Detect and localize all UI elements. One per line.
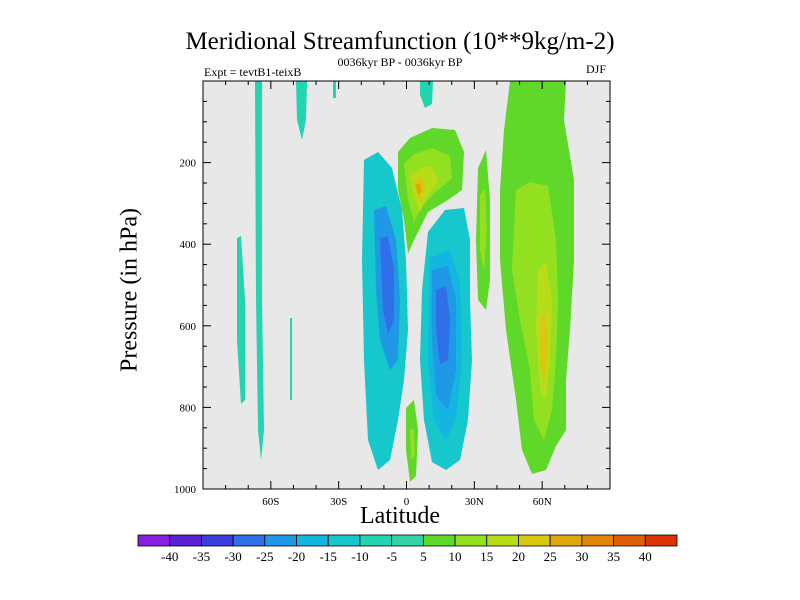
colorbar-label: -5 xyxy=(386,549,397,564)
colorbar-label: 15 xyxy=(480,549,493,564)
contour-fill-streak-3 xyxy=(290,318,292,400)
colorbar-swatch xyxy=(422,534,456,547)
colorbar-label: 25 xyxy=(544,549,557,564)
x-tick-label: 60S xyxy=(262,496,279,508)
x-axis-label: Latitude xyxy=(360,503,440,529)
colorbar-label: 30 xyxy=(575,549,588,564)
colorbar-swatch xyxy=(137,534,171,547)
colorbar-swatch xyxy=(296,534,329,547)
y-axis: 200 400 600 800 1000 xyxy=(174,100,610,496)
colorbar-swatch xyxy=(201,534,234,547)
chart-subtitle: 0036kyr BP - 0036kyr BP xyxy=(337,55,463,69)
contour-fill-pos-column-25n-inner xyxy=(480,188,487,270)
colorbar-label: 5 xyxy=(420,549,427,564)
colorbar-label: -30 xyxy=(224,549,241,564)
chart-title: Meridional Streamfunction (10**9kg/m-2) xyxy=(185,28,615,55)
colorbar-label: -35 xyxy=(193,549,210,564)
contour-fill-neg-sh-core xyxy=(380,236,394,334)
colorbar-swatch xyxy=(327,534,361,547)
contour-fill-streak-4 xyxy=(296,81,307,140)
colorbar-swatch xyxy=(613,534,646,547)
x-tick-label: 0 xyxy=(404,496,410,508)
contour-fill-pos-surface-inner xyxy=(410,428,415,460)
colorbar-label: 10 xyxy=(449,549,462,564)
colorbar-swatch xyxy=(359,534,393,547)
colorbar-swatch xyxy=(264,534,297,547)
y-tick-label: 1000 xyxy=(174,484,197,496)
colorbar-swatch xyxy=(518,534,551,547)
y-tick-label: 800 xyxy=(180,402,197,414)
colorbar-swatch xyxy=(232,534,266,547)
colorbar-label: -40 xyxy=(161,549,178,564)
contour-fill-streak-1 xyxy=(255,81,264,460)
colorbar-label: -20 xyxy=(288,549,305,564)
x-tick-label: 30S xyxy=(330,496,347,508)
contour-fills xyxy=(237,81,574,482)
colorbar-label: 35 xyxy=(607,549,620,564)
colorbar-swatch xyxy=(644,534,678,547)
y-tick-label: 400 xyxy=(180,239,197,251)
contour-fill-pos-midlat-core xyxy=(540,314,548,382)
colorbar-swatch xyxy=(391,534,424,547)
x-tick-label: 30N xyxy=(465,496,484,508)
contour-fill-pos-upper-peak xyxy=(415,183,422,195)
colorbar-label: -25 xyxy=(256,549,273,564)
colorbar-swatch xyxy=(169,534,202,547)
colorbar: -40 -35 -30 -25 -20 -15 -10 -5 5 10 15 20 25 30 35 40 xyxy=(137,534,678,564)
colorbar-label: 40 xyxy=(639,549,652,564)
colorbar-swatch xyxy=(454,534,488,547)
colorbar-label: 20 xyxy=(512,549,525,564)
colorbar-label: -15 xyxy=(320,549,337,564)
season-label: DJF xyxy=(586,62,607,76)
x-axis: 60S 30S 0 30N 60N xyxy=(225,81,588,508)
contour-fill-streak-6 xyxy=(420,81,433,108)
contour-fill-neg-nh-core xyxy=(436,286,450,364)
y-tick-label: 200 xyxy=(180,158,197,170)
contour-fill-streak-5 xyxy=(333,81,336,98)
experiment-label: Expt = tevtB1-teixB xyxy=(204,65,302,79)
colorbar-swatch xyxy=(549,534,583,547)
x-tick-label: 60N xyxy=(533,496,552,508)
contour-fill-streak-2 xyxy=(237,236,245,404)
colorbar-swatch xyxy=(486,534,519,547)
colorbar-swatch xyxy=(581,534,614,547)
colorbar-label: -10 xyxy=(351,549,368,564)
y-tick-label: 600 xyxy=(180,321,197,333)
